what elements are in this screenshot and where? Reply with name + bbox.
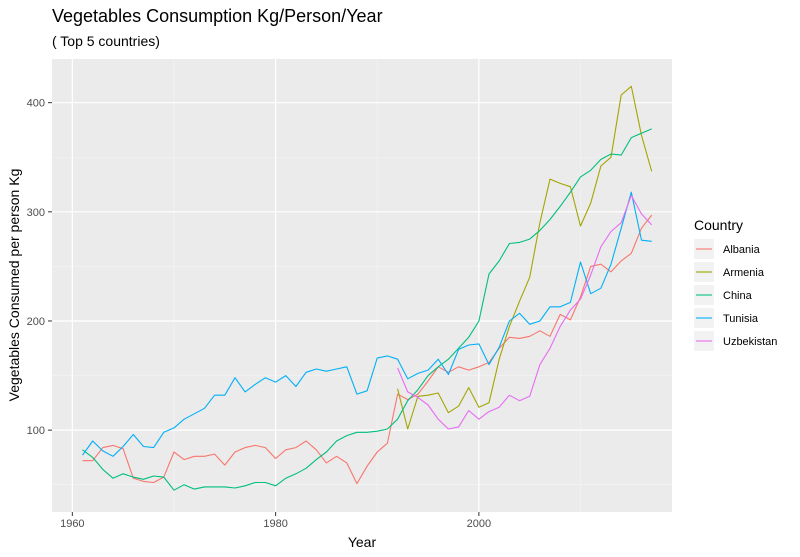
plot-panel [52,59,672,512]
legend-label-china: China [723,290,753,302]
y-tick-label: 300 [27,207,45,219]
x-tick-label: 2000 [467,518,491,530]
x-tick-label: 1960 [60,518,84,530]
legend-label-tunisia: Tunisia [723,313,759,325]
y-tick-label: 100 [27,425,45,437]
chart-title: Vegetables Consumption Kg/Person/Year [52,6,383,26]
x-axis-title: Year [348,534,377,550]
y-tick-label: 200 [27,316,45,328]
chart-subtitle: ( Top 5 countries) [52,33,160,49]
y-axis-title: Vegetables Consumed per person Kg [6,169,22,402]
legend: Country Albania Armenia China Tunisia Uzbeki… [694,217,777,351]
series-line-albania [82,214,653,485]
series-line-armenia [397,85,653,430]
y-tick-label: 400 [27,98,45,110]
legend-label-albania: Albania [723,244,761,256]
series-line-uzbekistan [397,194,653,430]
legend-title: Country [694,217,743,233]
series-lines [82,85,653,491]
legend-label-uzbekistan: Uzbekistan [723,336,777,348]
legend-label-armenia: Armenia [723,267,765,279]
axes: 1960 1980 2000 100 200 300 400 [27,98,491,530]
series-line-china [82,128,652,491]
grid-lines [52,59,672,512]
series-line-tunisia [82,191,652,457]
x-tick-label: 1980 [263,518,287,530]
